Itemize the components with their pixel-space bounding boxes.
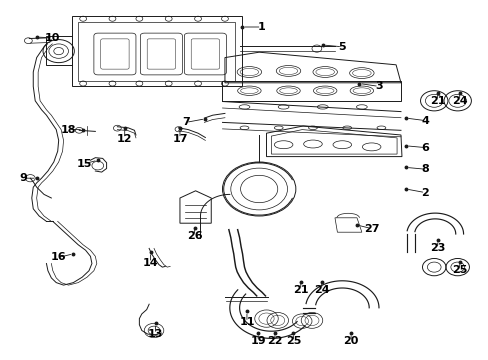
Text: 20: 20 (343, 336, 358, 346)
Text: 26: 26 (186, 231, 202, 241)
Text: 2: 2 (421, 188, 428, 198)
Text: 6: 6 (421, 143, 428, 153)
Text: 24: 24 (313, 285, 329, 295)
Text: 24: 24 (451, 96, 467, 106)
Text: 9: 9 (20, 173, 27, 183)
Text: 18: 18 (61, 125, 76, 135)
Text: 19: 19 (250, 336, 265, 346)
Text: 23: 23 (429, 243, 445, 253)
Text: 1: 1 (257, 22, 265, 32)
Text: 13: 13 (147, 329, 163, 339)
Text: 8: 8 (421, 164, 428, 174)
Text: 11: 11 (239, 317, 254, 327)
Text: 21: 21 (429, 96, 445, 106)
Text: 10: 10 (45, 33, 61, 43)
Text: 22: 22 (266, 336, 282, 346)
Text: 16: 16 (51, 252, 66, 262)
Text: 17: 17 (172, 134, 187, 144)
Text: 27: 27 (363, 224, 379, 234)
Text: 3: 3 (374, 81, 382, 91)
Text: 14: 14 (142, 258, 158, 268)
Text: 5: 5 (338, 42, 346, 52)
Text: 15: 15 (76, 159, 92, 169)
Text: 12: 12 (117, 134, 132, 144)
Text: 25: 25 (285, 336, 301, 346)
Text: 7: 7 (182, 117, 189, 127)
Text: 4: 4 (421, 116, 428, 126)
Text: 21: 21 (292, 285, 308, 295)
Text: 25: 25 (451, 265, 467, 275)
